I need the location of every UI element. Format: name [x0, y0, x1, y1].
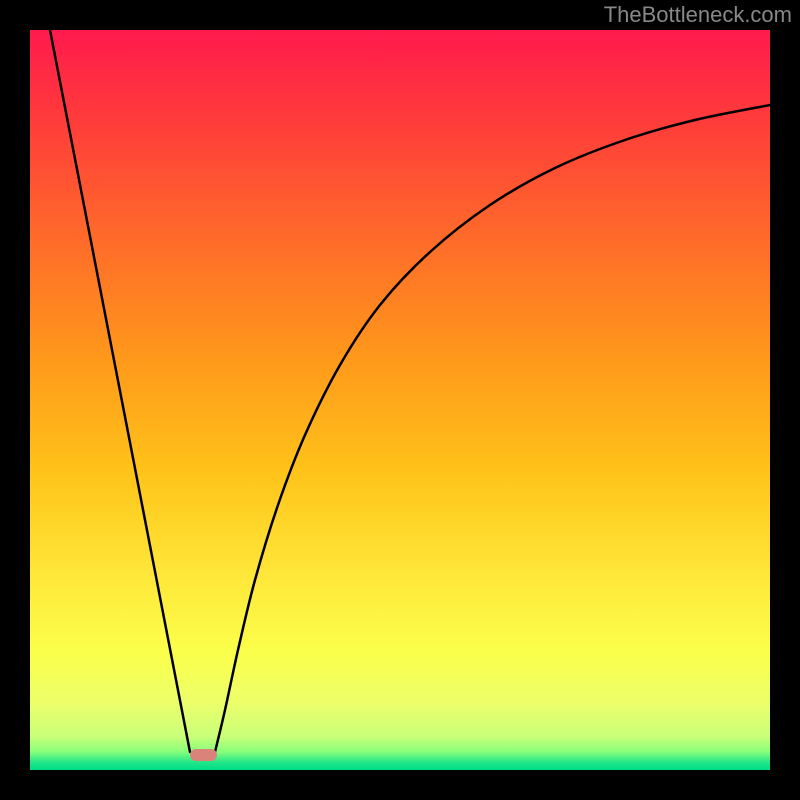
gradient-background	[30, 30, 770, 770]
plot-area	[30, 30, 770, 770]
watermark-text: TheBottleneck.com	[604, 2, 792, 28]
chart-container: TheBottleneck.com	[0, 0, 800, 800]
optimal-marker	[190, 749, 217, 761]
